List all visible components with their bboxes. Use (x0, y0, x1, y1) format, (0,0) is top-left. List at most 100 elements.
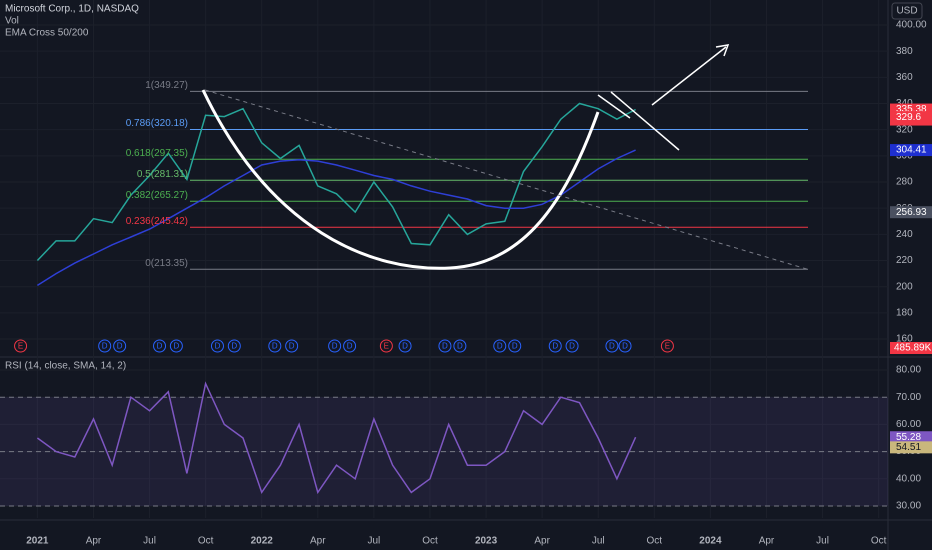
event-icon (227, 339, 241, 353)
time-tick-label: Oct (198, 536, 214, 547)
event-icon (153, 339, 167, 353)
event-icon (508, 339, 522, 353)
event-label: D (512, 342, 518, 351)
indicator-label: EMA Cross 50/200 (5, 28, 89, 39)
time-tick-label: Apr (534, 536, 550, 547)
rsi-tick-label: 30.00 (896, 501, 921, 512)
fib-label: 1(349.27) (145, 80, 188, 91)
arrow-head (715, 44, 730, 57)
rsi-ma-label: 54.51 (896, 442, 921, 453)
event-icon (618, 339, 632, 353)
event-icon (210, 339, 224, 353)
fib-label: 0.786(320.18) (126, 118, 188, 129)
price-tick-label: 160 (896, 334, 913, 345)
price-tick-label: 180 (896, 308, 913, 319)
event-label: D (215, 342, 221, 351)
price-label-box (890, 206, 932, 219)
price-tick-label: 360 (896, 72, 913, 83)
trend-line (204, 89, 811, 271)
event-icon (268, 339, 282, 353)
time-tick-label: Oct (422, 536, 438, 547)
rsi-label: 55.28 (896, 432, 921, 443)
event-icon (14, 339, 28, 353)
time-tick-label: Jul (816, 536, 829, 547)
fib-label: 0.618(297.35) (126, 148, 188, 159)
time-tick-label: Apr (759, 536, 775, 547)
price-label-box (890, 111, 932, 124)
time-tick-label: Oct (647, 536, 663, 547)
rsi-ma-label-box (890, 441, 932, 454)
volume-label-box (890, 342, 932, 354)
event-label: D (457, 342, 463, 351)
price-tick-label: 200 (896, 281, 913, 292)
event-icon (113, 339, 127, 353)
time-tick-label: Jul (367, 536, 380, 547)
volume-label: 485.89K (894, 343, 932, 354)
cup-drawing (201, 89, 600, 270)
event-label: E (384, 342, 389, 351)
price-label: 304.41 (896, 145, 927, 156)
event-label: D (402, 342, 408, 351)
time-tick-label: 2023 (475, 536, 498, 547)
series-line (36, 102, 636, 262)
event-icon (438, 339, 452, 353)
event-icon (453, 339, 467, 353)
event-label: D (173, 342, 179, 351)
price-tick-label: 280 (896, 177, 913, 188)
currency-box[interactable] (891, 2, 923, 20)
event-icon (493, 339, 507, 353)
fib-label: 0(213.35) (145, 258, 188, 269)
event-icon (379, 339, 393, 353)
fib-label: 0.382(265.27) (126, 190, 188, 201)
series-line (36, 381, 637, 495)
event-label: E (665, 342, 670, 351)
event-label: E (18, 342, 23, 351)
event-label: D (497, 342, 503, 351)
rsi-tick-label: 40.00 (896, 473, 921, 484)
event-label: D (609, 342, 615, 351)
price-label: 335.38 (896, 104, 927, 115)
price-label: 256.93 (896, 207, 927, 218)
time-tick-label: 2024 (699, 536, 722, 547)
event-icon (343, 339, 357, 353)
event-icon (98, 339, 112, 353)
time-tick-label: Jul (592, 536, 605, 547)
fib-label: 0.5(281.31) (137, 169, 188, 180)
fib-label: 0.236(245.42) (126, 216, 188, 227)
price-tick-label: 240 (896, 229, 913, 240)
price-tick-label: 380 (896, 46, 913, 57)
handle-line (597, 94, 631, 119)
rsi-tick-label: 70.00 (896, 392, 921, 403)
event-icon (565, 339, 579, 353)
handle-line (610, 91, 680, 151)
symbol: Microsoft Corp., 1D, NASDAQ (5, 4, 139, 15)
event-label: D (347, 342, 353, 351)
time-tick-label: Apr (310, 536, 326, 547)
rsi-label-box (890, 431, 932, 444)
event-icon (660, 339, 674, 353)
event-label: D (102, 342, 108, 351)
time-tick-label: 2022 (251, 536, 274, 547)
rsi-tick-label: 60.00 (896, 419, 921, 430)
event-label: D (622, 342, 628, 351)
event-icon (605, 339, 619, 353)
currency[interactable]: USD (896, 6, 917, 17)
event-label: D (332, 342, 338, 351)
event-label: D (442, 342, 448, 351)
event-icon (398, 339, 412, 353)
rsi-title: RSI (14, close, SMA, 14, 2) (5, 361, 126, 372)
time-tick-label: 2021 (26, 536, 49, 547)
event-label: D (272, 342, 278, 351)
event-label: D (552, 342, 558, 351)
series-line (36, 149, 636, 287)
event-label: D (117, 342, 123, 351)
price-tick-label: 400.00 (896, 20, 927, 31)
event-icon (285, 339, 299, 353)
price-tick-label: 320 (896, 124, 913, 135)
event-icon (328, 339, 342, 353)
event-label: D (157, 342, 163, 351)
price-tick-label: 220 (896, 255, 913, 266)
vol-label: Vol (5, 16, 19, 27)
event-label: D (289, 342, 295, 351)
